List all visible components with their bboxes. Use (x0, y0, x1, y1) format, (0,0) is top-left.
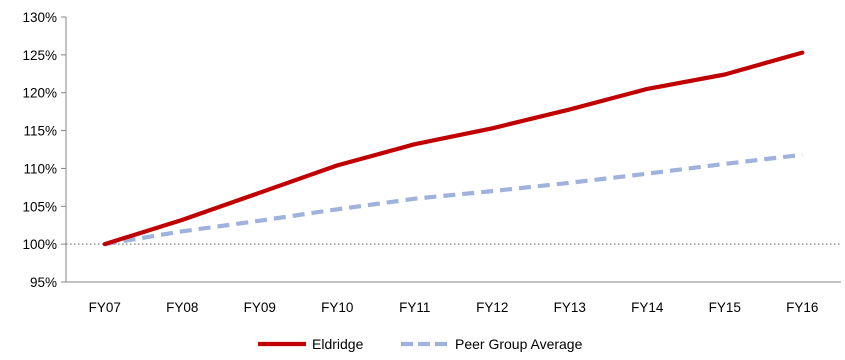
y-tick-label: 100% (22, 237, 57, 252)
y-tick-label: 105% (22, 199, 57, 214)
y-tick-label: 120% (22, 86, 57, 101)
legend-label: Eldridge (312, 336, 364, 352)
x-tick-label: FY15 (709, 300, 741, 315)
series-line-peer-group-average (105, 155, 803, 244)
x-tick-label: FY14 (631, 300, 664, 315)
x-tick-label: FY13 (554, 300, 586, 315)
x-tick-label: FY07 (89, 300, 121, 315)
x-tick-label: FY10 (321, 300, 353, 315)
y-axis: 95% 100% 105% 110% 115% 120% 125% 130% (22, 10, 66, 290)
legend: Eldridge Peer Group Average (258, 336, 583, 352)
series-line-eldridge (105, 53, 803, 245)
x-tick-label: FY08 (166, 300, 198, 315)
legend-label: Peer Group Average (455, 336, 583, 352)
series-lines (105, 53, 803, 245)
x-tick-label: FY12 (476, 300, 508, 315)
x-tick-label: FY11 (399, 300, 430, 315)
x-axis: FY07 FY08 FY09 FY10 FY11 FY12 FY13 FY14 FY15 FY16 (66, 282, 841, 315)
y-tick-label: 95% (30, 275, 57, 290)
x-tick-label: FY09 (244, 300, 276, 315)
y-tick-label: 115% (23, 124, 57, 139)
y-tick-label: 125% (22, 48, 57, 63)
x-tick-label: FY16 (786, 300, 818, 315)
y-tick-label: 110% (23, 161, 57, 176)
y-tick-label: 130% (22, 10, 57, 25)
